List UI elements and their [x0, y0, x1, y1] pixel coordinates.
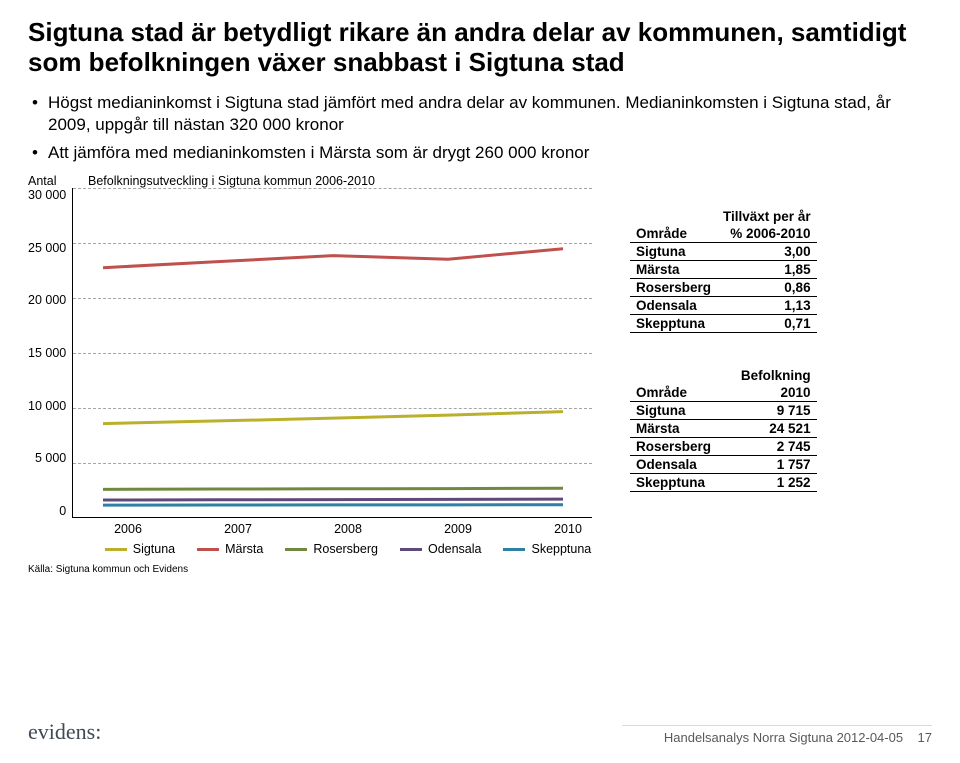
cell-area: Märsta [630, 420, 726, 438]
y-tick: 15 000 [28, 346, 66, 360]
population-table: Befolkning Område 2010 Sigtuna9 715Märst… [630, 367, 817, 492]
cell-area: Rosersberg [630, 279, 717, 297]
cell-area: Märsta [630, 261, 717, 279]
table-row: Rosersberg2 745 [630, 438, 817, 456]
footer: Handelsanalys Norra Sigtuna 2012-04-05 1… [622, 725, 932, 745]
bullet-item: Högst medianinkomst i Sigtuna stad jämfö… [32, 92, 932, 136]
growth-table: Tillväxt per år Område % 2006-2010 Sigtu… [630, 208, 817, 333]
table-row: Sigtuna3,00 [630, 243, 817, 261]
x-tick: 2006 [98, 522, 158, 536]
cell-area: Rosersberg [630, 438, 726, 456]
cell-value: 1,85 [717, 261, 817, 279]
plot-area [72, 188, 592, 518]
legend-swatch [285, 548, 307, 551]
evidens-logo: evidens: [28, 719, 102, 745]
source-note: Källa: Sigtuna kommun och Evidens [28, 564, 608, 575]
table-row: Sigtuna9 715 [630, 402, 817, 420]
legend-label: Märsta [225, 542, 263, 556]
series-rosersberg [103, 488, 563, 489]
table-row: Märsta1,85 [630, 261, 817, 279]
cell-area: Skepptuna [630, 474, 726, 492]
cell-value: 24 521 [726, 420, 816, 438]
legend-label: Odensala [428, 542, 482, 556]
y-tick: 25 000 [28, 241, 66, 255]
table-row: Skepptuna1 252 [630, 474, 817, 492]
series-sigtuna [103, 412, 563, 424]
bullet-list: Högst medianinkomst i Sigtuna stad jämfö… [32, 92, 932, 164]
table-row: Märsta24 521 [630, 420, 817, 438]
cell-area: Sigtuna [630, 402, 726, 420]
y-tick: 0 [28, 504, 66, 518]
x-tick: 2008 [318, 522, 378, 536]
legend-swatch [400, 548, 422, 551]
population-chart: Antal Befolkningsutveckling i Sigtuna ko… [28, 174, 608, 575]
pop-header-area: Område [630, 384, 726, 402]
x-tick: 2009 [428, 522, 488, 536]
footer-text: Handelsanalys Norra Sigtuna 2012-04-05 [664, 730, 903, 745]
slide-title: Sigtuna stad är betydligt rikare än andr… [28, 18, 932, 78]
y-tick: 10 000 [28, 399, 66, 413]
series-odensala [103, 499, 563, 500]
chart-title: Befolkningsutveckling i Sigtuna kommun 2… [88, 174, 375, 188]
table-row: Odensala1 757 [630, 456, 817, 474]
legend-item: Skepptuna [503, 542, 591, 556]
chart-legend: Sigtuna Märsta Rosersberg Odensala Skepptuna [88, 536, 608, 556]
y-tick: 30 000 [28, 188, 66, 202]
legend-swatch [503, 548, 525, 551]
series-märsta [103, 249, 563, 268]
bullet-item: Att jämföra med medianinkomsten i Märsta… [32, 142, 932, 164]
legend-swatch [105, 548, 127, 551]
cell-area: Skepptuna [630, 315, 717, 333]
cell-value: 0,71 [717, 315, 817, 333]
x-tick: 2007 [208, 522, 268, 536]
growth-header-line1: Tillväxt per år [717, 208, 817, 225]
y-axis-ticks: 30 000 25 000 20 000 15 000 10 000 5 000… [28, 188, 72, 518]
legend-label: Sigtuna [133, 542, 175, 556]
table-row: Rosersberg0,86 [630, 279, 817, 297]
cell-value: 1,13 [717, 297, 817, 315]
pop-header-line1: Befolkning [726, 367, 816, 384]
y-tick: 20 000 [28, 293, 66, 307]
cell-area: Sigtuna [630, 243, 717, 261]
cell-value: 0,86 [717, 279, 817, 297]
pop-header-line2: 2010 [726, 384, 816, 402]
legend-item: Rosersberg [285, 542, 378, 556]
legend-item: Märsta [197, 542, 263, 556]
x-tick: 2010 [538, 522, 598, 536]
x-axis-ticks: 2006 2007 2008 2009 2010 [88, 518, 608, 536]
table-row: Skepptuna0,71 [630, 315, 817, 333]
cell-area: Odensala [630, 456, 726, 474]
y-tick: 5 000 [28, 451, 66, 465]
legend-label: Rosersberg [313, 542, 378, 556]
cell-value: 1 252 [726, 474, 816, 492]
growth-header-line2: % 2006-2010 [717, 225, 817, 243]
cell-value: 3,00 [717, 243, 817, 261]
legend-item: Sigtuna [105, 542, 175, 556]
cell-area: Odensala [630, 297, 717, 315]
legend-label: Skepptuna [531, 542, 591, 556]
cell-value: 1 757 [726, 456, 816, 474]
cell-value: 9 715 [726, 402, 816, 420]
legend-item: Odensala [400, 542, 482, 556]
page-number: 17 [918, 730, 932, 745]
cell-value: 2 745 [726, 438, 816, 456]
y-axis-label: Antal [28, 174, 88, 188]
table-row: Odensala1,13 [630, 297, 817, 315]
growth-header-area: Område [630, 225, 717, 243]
legend-swatch [197, 548, 219, 551]
